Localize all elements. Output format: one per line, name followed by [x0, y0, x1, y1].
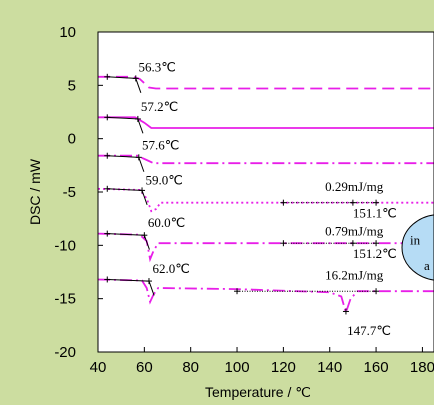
marker-cross: [342, 308, 349, 315]
marker-cross: [135, 154, 142, 161]
x-tick-label: 40: [90, 359, 107, 376]
dsc-curve-5: [97, 232, 434, 263]
x-tick-label: 160: [364, 359, 389, 376]
y-tick-label: -5: [63, 184, 76, 201]
callout-bubble: ina: [401, 214, 434, 281]
y-tick-label: 10: [59, 24, 76, 41]
dsc-curve-3: [98, 154, 434, 165]
peak-temperature-label: 151.1℃: [353, 206, 397, 221]
x-tick-label: 80: [182, 359, 199, 376]
marker-cross: [373, 288, 380, 295]
marker-cross: [234, 288, 241, 295]
x-tick-label: 140: [317, 359, 342, 376]
y-tick-label: 0: [68, 131, 76, 148]
peak-temperature-label: 151.2℃: [353, 246, 397, 261]
plot-area: [98, 32, 434, 352]
peak-temperature-label: 147.7℃: [347, 323, 391, 338]
enthalpy-label: 0.29mJ/mg: [325, 179, 384, 194]
enthalpy-label: 16.2mJ/mg: [325, 267, 384, 282]
marker-cross: [373, 240, 380, 247]
x-tick-label: 100: [225, 359, 250, 376]
x-tick-label: 120: [271, 359, 296, 376]
onset-temperature-label: 56.3℃: [139, 59, 176, 74]
marker-cross: [141, 232, 148, 239]
marker-cross: [349, 240, 356, 247]
onset-temperature-label: 60.0℃: [148, 215, 185, 230]
dsc-curve-1: [98, 75, 434, 90]
y-tick-label: -10: [54, 237, 76, 254]
plot-frame: [97, 31, 434, 353]
marker-cross: [104, 276, 111, 283]
tangent-lines: [104, 73, 380, 315]
dsc-curve-2: [98, 116, 434, 129]
enthalpy-label: 0.79mJ/mg: [325, 224, 384, 239]
ticks: 40 60 80 100 120 140 160 180 10 5 0 -5 -10 -15 -20: [54, 24, 434, 376]
callout-text-1: in: [410, 232, 421, 247]
marker-cross: [145, 278, 152, 285]
marker-cross: [134, 115, 141, 122]
marker-cross: [104, 114, 111, 121]
marker-cross: [139, 187, 146, 194]
y-tick-label: -20: [54, 344, 76, 361]
annotation-labels: 56.3℃ 57.2℃ 57.6℃ 59.0℃ 60.0℃ 62.0℃ 0.29mJ/mg 0…: [139, 59, 397, 337]
x-axis-label: Temperature / ℃: [205, 384, 311, 400]
marker-cross: [373, 199, 380, 206]
marker-cross: [132, 75, 139, 82]
x-tick-label: 180: [410, 359, 434, 376]
marker-cross: [280, 199, 287, 206]
y-tick-label: 5: [68, 77, 76, 94]
y-axis-label: DSC / mW: [27, 158, 43, 225]
x-tick-label: 60: [136, 359, 153, 376]
marker-cross: [104, 73, 111, 80]
onset-temperature-label: 57.6℃: [142, 137, 179, 152]
marker-cross: [104, 152, 111, 159]
onset-temperature-label: 62.0℃: [152, 261, 189, 276]
marker-cross: [104, 230, 111, 237]
marker-cross: [280, 240, 287, 247]
onset-temperature-label: 59.0℃: [146, 173, 183, 188]
marker-cross: [104, 185, 111, 192]
callout-ellipse: [401, 214, 434, 281]
onset-temperature-label: 57.2℃: [141, 99, 178, 114]
callout-text-2: a: [424, 258, 430, 273]
marker-cross: [349, 199, 356, 206]
y-tick-label: -15: [54, 291, 76, 308]
